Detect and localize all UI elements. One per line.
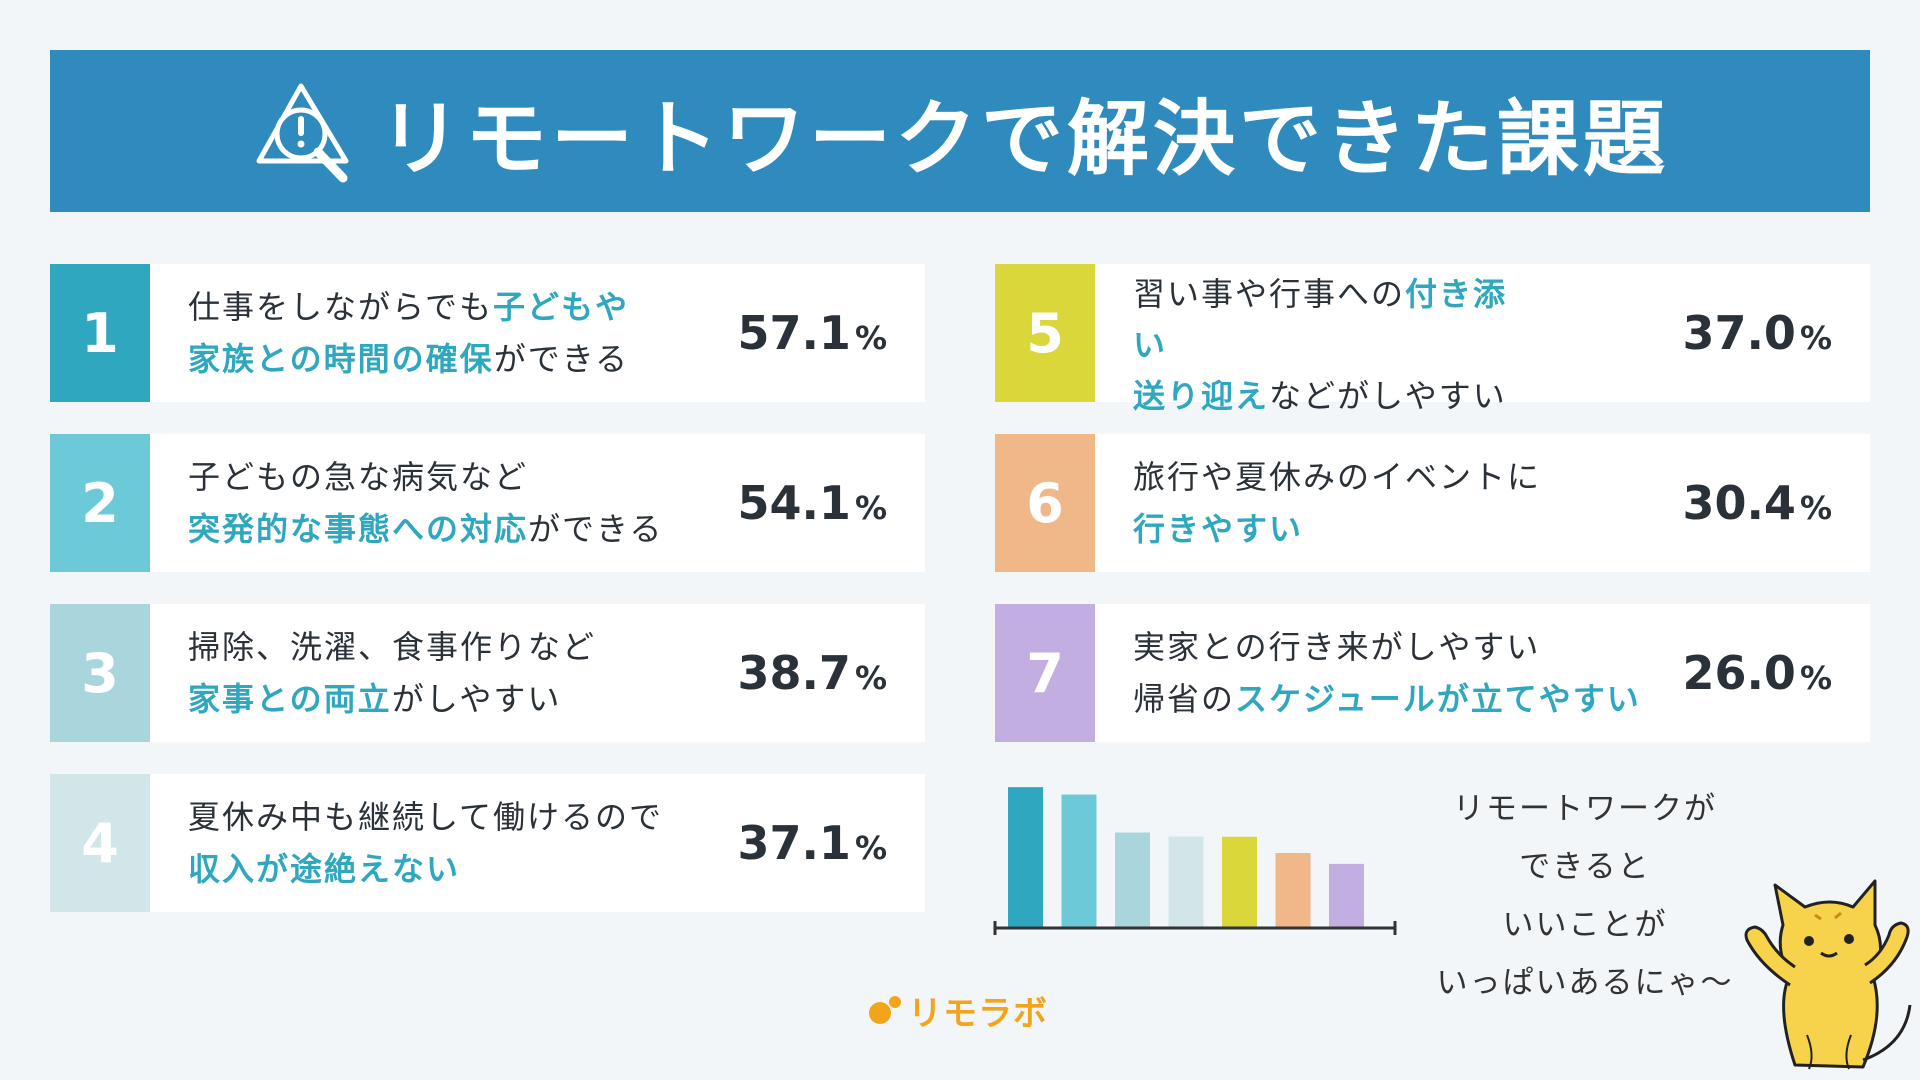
ranking-card: 6 旅行や夏休みのイベントに 行きやすい 30.4% (995, 434, 1870, 572)
brand-name: リモラボ (908, 993, 1048, 1034)
percentage-value: 37.0% (1670, 306, 1870, 360)
plain-text: などがしやすい (1269, 376, 1507, 415)
rank-number: 5 (995, 264, 1095, 402)
highlight-text: 送り迎え (1133, 376, 1270, 415)
item-description: 夏休み中も継続して働けるので 収入が途絶えない (150, 791, 725, 895)
chart-bar (1061, 794, 1097, 928)
chart-bar (1275, 853, 1311, 928)
highlight-text: 家族との時間の確保 (188, 340, 494, 378)
description-line: 収入が途絶えない (188, 843, 725, 895)
rank-number: 1 (50, 264, 150, 402)
description-line: い (1133, 320, 1670, 371)
rank-number: 2 (50, 434, 150, 572)
description-line: 子どもの急な病気など (188, 451, 725, 503)
description-line: 仕事をしながらでも子どもや (188, 281, 725, 333)
description-line: 夏休み中も継続して働けるので (188, 791, 725, 843)
search-alert-icon (256, 83, 349, 183)
percentage-value: 54.1% (725, 476, 925, 530)
value-unit: % (854, 659, 887, 697)
highlight-text: い (1133, 325, 1168, 364)
ranking-card: 4 夏休み中も継続して働けるので 収入が途絶えない 37.1% (50, 774, 925, 912)
value-number: 26.0 (1682, 646, 1796, 700)
chart-bar (1222, 836, 1257, 928)
description-line: 旅行や夏休みのイベントに (1133, 451, 1670, 503)
value-number: 37.1 (737, 816, 851, 870)
description-line: 家族との時間の確保ができる (188, 333, 725, 385)
ranking-card: 7 実家との行き来がしやすい 帰省のスケジュールが立てやすい 26.0% (995, 604, 1870, 742)
rank-number: 4 (50, 774, 150, 912)
percentage-value: 37.1% (725, 816, 925, 870)
speech-line: いっぱいあるにゃ〜 (1436, 965, 1734, 1001)
value-unit: % (1799, 489, 1832, 527)
plain-text: ができる (528, 510, 664, 548)
highlight-text: 突発的な事態への対応 (188, 510, 529, 548)
brand-logo-icon (869, 996, 901, 1024)
speech-line: リモートワークが (1453, 791, 1717, 827)
brand-logo: リモラボ (868, 985, 1048, 1035)
page-title: リモートワークで解決できた課題 (378, 91, 1669, 187)
percentage-value: 57.1% (725, 306, 925, 360)
highlight-text: 子どもや (493, 288, 630, 326)
item-description: 習い事や行事への付き添い送り迎えなどがしやすい (1095, 269, 1670, 422)
percentage-value: 30.4% (1670, 476, 1870, 530)
mascot-speech: リモートワークが できると いいことが いっぱいあるにゃ〜 (1420, 780, 1750, 1012)
cat-mascot-icon (1744, 879, 1912, 1070)
description-line: 送り迎えなどがしやすい (1133, 371, 1670, 422)
item-description: 子どもの急な病気など 突発的な事態への対応ができる (150, 451, 725, 555)
percentage-value: 26.0% (1670, 646, 1870, 700)
item-description: 実家との行き来がしやすい 帰省のスケジュールが立てやすい (1095, 621, 1670, 725)
description-line: 掃除、洗濯、食事作りなど (188, 621, 725, 673)
chart-bar (1115, 832, 1150, 928)
value-unit: % (1799, 319, 1832, 357)
value-number: 54.1 (737, 476, 851, 530)
speech-line: いいことが (1502, 907, 1668, 943)
highlight-text: 家事との両立 (188, 680, 392, 718)
highlight-text: スケジュールが立てやすい (1235, 680, 1641, 718)
rank-number: 3 (50, 604, 150, 742)
plain-text: がしやすい (391, 680, 562, 718)
value-unit: % (854, 489, 887, 527)
rank-number: 7 (995, 604, 1095, 742)
rank-number: 6 (995, 434, 1095, 572)
item-description: 旅行や夏休みのイベントに 行きやすい (1095, 451, 1670, 555)
header-banner: リモートワークで解決できた課題 (50, 50, 1870, 212)
plain-text: 習い事や行事への (1133, 274, 1406, 313)
plain-text: 仕事をしながらでも (188, 288, 494, 326)
ranking-card: 1 仕事をしながらでも子どもや 家族との時間の確保ができる 57.1% (50, 264, 925, 402)
item-description: 掃除、洗濯、食事作りなど 家事との両立がしやすい (150, 621, 725, 725)
value-unit: % (1799, 659, 1832, 697)
value-number: 57.1 (737, 306, 851, 360)
ranking-card: 2 子どもの急な病気など 突発的な事態への対応ができる 54.1% (50, 434, 925, 572)
value-unit: % (854, 829, 887, 867)
plain-text: 帰省の (1133, 680, 1236, 718)
chart-bar (1329, 863, 1364, 928)
plain-text: 実家との行き来がしやすい (1133, 628, 1541, 666)
chart-bar (1168, 836, 1204, 928)
item-description: 仕事をしながらでも子どもや 家族との時間の確保ができる (150, 281, 725, 385)
description-line: 帰省のスケジュールが立てやすい (1133, 673, 1670, 725)
description-line: 突発的な事態への対応ができる (188, 503, 725, 555)
plain-text: 子どもの急な病気など (188, 458, 529, 496)
chart-bar (1008, 787, 1043, 928)
value-number: 38.7 (737, 646, 851, 700)
speech-line: できると (1519, 849, 1651, 885)
plain-text: ができる (493, 340, 630, 378)
ranking-card: 5 習い事や行事への付き添い送り迎えなどがしやすい 37.0% (995, 264, 1870, 415)
percentage-value: 38.7% (725, 646, 925, 700)
plain-text: 掃除、洗濯、食事作りなど (188, 628, 597, 666)
description-line: 行きやすい (1133, 503, 1670, 555)
description-line: 家事との両立がしやすい (188, 673, 725, 725)
summary-bar-chart (993, 787, 1397, 935)
description-line: 習い事や行事への付き添 (1133, 269, 1670, 320)
plain-text: 旅行や夏休みのイベントに (1133, 458, 1542, 496)
value-unit: % (854, 319, 887, 357)
value-number: 37.0 (1682, 306, 1796, 360)
plain-text: 夏休み中も継続して働けるので (188, 798, 664, 836)
description-line: 実家との行き来がしやすい (1133, 621, 1670, 673)
highlight-text: 収入が途絶えない (188, 850, 461, 888)
highlight-text: 行きやすい (1133, 510, 1304, 548)
ranking-card: 3 掃除、洗濯、食事作りなど 家事との両立がしやすい 38.7% (50, 604, 925, 742)
highlight-text: 付き添 (1405, 274, 1508, 313)
value-number: 30.4 (1682, 476, 1796, 530)
